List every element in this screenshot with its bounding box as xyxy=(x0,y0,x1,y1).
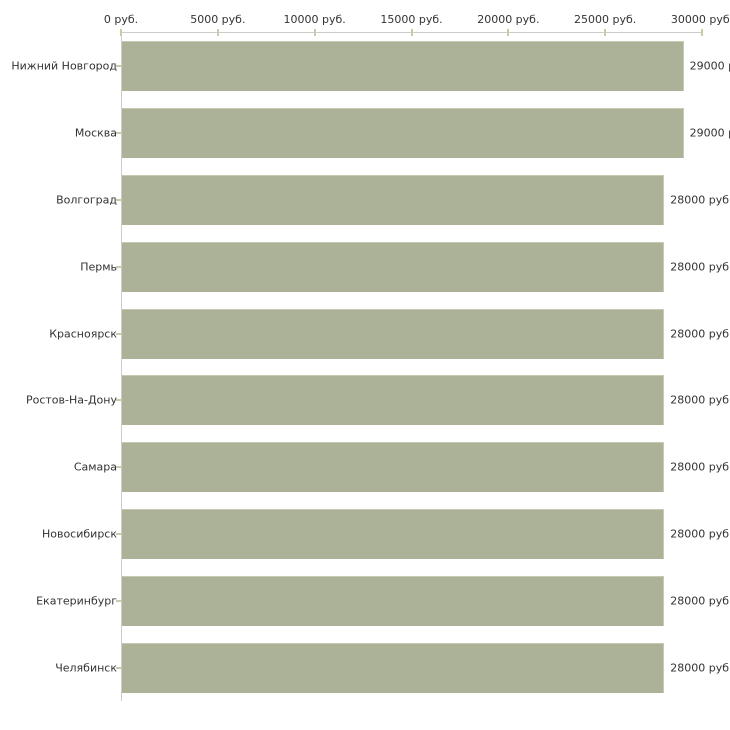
x-tick-label: 20000 руб. xyxy=(477,13,540,26)
bar-row: Нижний Новгород 29000 руб. xyxy=(0,33,730,100)
category-label: Челябинск xyxy=(55,661,117,675)
x-tick-mark xyxy=(120,29,122,36)
y-axis-tick xyxy=(116,599,121,602)
x-tick-mark xyxy=(216,29,219,36)
x-tick-mark xyxy=(507,29,510,36)
value-label: 28000 руб. xyxy=(670,393,730,407)
x-tick-label: 15000 руб. xyxy=(380,13,443,26)
x-tick-label: 30000 руб. xyxy=(670,13,730,26)
value-label: 28000 руб. xyxy=(670,594,730,608)
x-tick-mark xyxy=(410,29,413,36)
y-axis-tick xyxy=(116,132,121,135)
value-label: 29000 руб. xyxy=(689,59,730,73)
bar xyxy=(122,308,665,359)
bar-row: Екатеринбург 28000 руб. xyxy=(0,567,730,634)
bar xyxy=(122,41,684,92)
category-label: Волгоград xyxy=(56,193,117,207)
x-tick-label: 5000 руб. xyxy=(190,13,246,26)
category-label: Ростов-На-Дону xyxy=(25,393,117,407)
x-tick-label: 10000 руб. xyxy=(283,13,346,26)
y-axis-tick xyxy=(116,265,121,268)
category-label: Новосибирск xyxy=(41,527,117,541)
bar-row: Волгоград 28000 руб. xyxy=(0,167,730,234)
bar-row: Красноярск 28000 руб. xyxy=(0,300,730,367)
category-label: Пермь xyxy=(80,260,117,274)
category-label: Нижний Новгород xyxy=(11,59,117,73)
value-label: 28000 руб. xyxy=(670,327,730,341)
x-tick-mark xyxy=(701,29,703,36)
bar-rows: Нижний Новгород 29000 руб. Москва 29000 … xyxy=(0,33,730,701)
category-label: Москва xyxy=(74,126,117,140)
x-tick-mark xyxy=(604,29,607,36)
value-label: 28000 руб. xyxy=(670,527,730,541)
y-axis-tick xyxy=(116,399,121,402)
y-axis-tick xyxy=(116,666,121,669)
bar xyxy=(122,575,665,626)
value-label: 29000 руб. xyxy=(689,126,730,140)
bar xyxy=(122,108,684,159)
category-label: Самара xyxy=(73,460,117,474)
bar xyxy=(122,442,665,493)
bar-row: Челябинск 28000 руб. xyxy=(0,634,730,701)
value-label: 28000 руб. xyxy=(670,661,730,675)
y-axis-tick xyxy=(116,466,121,469)
bar-row: Пермь 28000 руб. xyxy=(0,233,730,300)
bar xyxy=(122,241,665,292)
y-axis-line xyxy=(121,32,122,701)
category-label: Красноярск xyxy=(49,327,117,341)
bar xyxy=(122,174,665,225)
y-axis-tick xyxy=(116,532,121,535)
bar-row: Ростов-На-Дону 28000 руб. xyxy=(0,367,730,434)
value-label: 28000 руб. xyxy=(670,193,730,207)
value-label: 28000 руб. xyxy=(670,260,730,274)
bar xyxy=(122,375,665,426)
x-axis: 0 руб. 5000 руб. 10000 руб. 15000 руб. 20000… xyxy=(104,13,730,28)
bar-row: Самара 28000 руб. xyxy=(0,434,730,501)
y-axis-tick xyxy=(116,65,121,68)
y-axis-tick xyxy=(116,198,121,201)
bar-row: Новосибирск 28000 руб. xyxy=(0,501,730,568)
bar xyxy=(122,508,665,559)
x-tick-label: 0 руб. xyxy=(103,13,139,26)
x-tick-label: 25000 руб. xyxy=(574,13,637,26)
bar-row: Москва 29000 руб. xyxy=(0,100,730,167)
bar xyxy=(122,642,665,693)
category-label: Екатеринбург xyxy=(36,594,117,608)
y-axis-tick xyxy=(116,332,121,335)
value-label: 28000 руб. xyxy=(670,460,730,474)
x-tick-mark xyxy=(313,29,316,36)
